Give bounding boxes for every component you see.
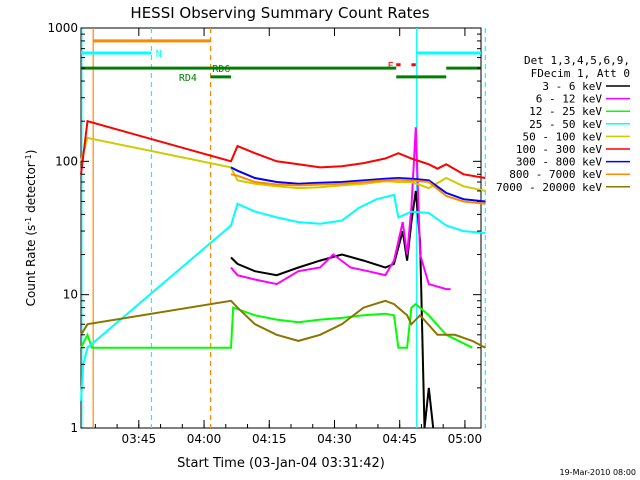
series-line-6-12-kev <box>230 127 451 291</box>
flag-bars: N F RD6 RD4 <box>81 39 481 84</box>
series-line-100-300-kev <box>80 119 486 179</box>
plot-frame <box>80 27 482 429</box>
axes: 03:45 04:00 04:15 04:30 04:45 05:00 1 10 100 1000 <box>47 21 482 446</box>
legend-label-100-300-kev: 100 - 300 keV <box>516 143 602 156</box>
legend-header-0: Det 1,3,4,5,6,9, <box>524 54 630 67</box>
series-line-300-800-kev <box>230 166 486 203</box>
y-tick-label-100: 100 <box>55 154 78 168</box>
legend-label-50-100-kev: 50 - 100 keV <box>523 130 603 143</box>
footer-date: 19-Mar-2010 08:00 <box>560 468 637 477</box>
legend-label-25-50-kev: 25 - 50 keV <box>529 118 602 131</box>
x-tick-label-04-45: 04:45 <box>382 432 417 446</box>
time-markers <box>81 28 486 428</box>
series-group <box>80 119 486 429</box>
x-tick-label-04-00: 04:00 <box>187 432 222 446</box>
x-axis-label: Start Time (03-Jan-04 03:31:42) <box>177 456 385 471</box>
flag-label-f: F <box>388 61 394 72</box>
x-tick-label-05-00: 05:00 <box>448 432 483 446</box>
series-line-7000-20000-kev <box>80 299 486 349</box>
y-axis-label: Count Rate (s-1 detector-1) <box>24 150 39 307</box>
chart-title: HESSI Observing Summary Count Rates <box>130 4 429 22</box>
series-line-800-7000-kev <box>230 173 486 205</box>
legend-label-6-12-kev: 6 - 12 keV <box>536 93 603 106</box>
flag-label-rd4: RD4 <box>179 73 197 84</box>
y-tick-label-1000: 1000 <box>47 21 78 35</box>
flag-label-n: N <box>156 49 162 60</box>
series-line-3-6-kev <box>230 190 435 429</box>
legend-label-300-800-kev: 300 - 800 keV <box>516 156 602 169</box>
x-tick-label-04-15: 04:15 <box>252 432 287 446</box>
x-tick-label-04-30: 04:30 <box>317 432 352 446</box>
x-tick-label-03-45: 03:45 <box>122 432 157 446</box>
legend-label-7000-20000-kev: 7000 - 20000 keV <box>496 181 602 194</box>
legend: Det 1,3,4,5,6,9,FDecim 1, Att 03 - 6 keV… <box>496 54 630 194</box>
legend-label-3-6-kev: 3 - 6 keV <box>542 80 602 93</box>
y-tick-label-1: 1 <box>70 421 78 435</box>
y-tick-label-10: 10 <box>63 288 78 302</box>
series-line-12-25-kev <box>80 302 473 349</box>
legend-label-12-25-kev: 12 - 25 keV <box>529 105 602 118</box>
series-line-25-50-kev <box>80 193 486 401</box>
legend-label-800-7000-kev: 800 - 7000 keV <box>509 168 602 181</box>
flag-label-rd6: RD6 <box>212 64 230 75</box>
legend-header-1: FDecim 1, Att 0 <box>531 67 630 80</box>
